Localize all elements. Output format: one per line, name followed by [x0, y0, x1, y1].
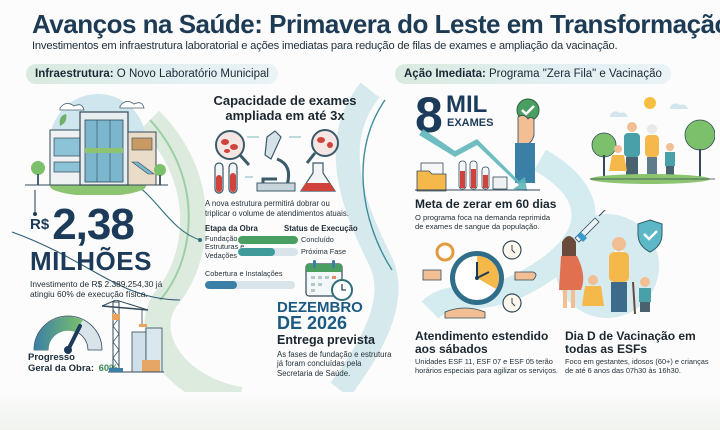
exams-number: 8: [415, 87, 443, 143]
extended-hours-clock-icon: [422, 240, 537, 319]
table-row-stage-2: Cobertura e Instalações: [205, 269, 283, 278]
progress-value: 60%: [98, 363, 118, 374]
section-label-infraestrutura: Infraestrutura: O Novo Laboratório Munic…: [26, 64, 278, 84]
progress-label: Progresso Geral da Obra: 60%: [28, 352, 118, 374]
currency-symbol: R$: [30, 216, 50, 233]
footer-background: [0, 392, 720, 430]
family-park-icon: [590, 97, 715, 184]
vaccination-group-icon: [555, 210, 663, 318]
zera-fila-description: O programa foca na demanda reprimida de …: [415, 213, 551, 232]
laboratory-equipment-icon: [214, 129, 339, 194]
section-label-bold: Ação Imediata:: [404, 68, 486, 80]
amount-unit: MILHÕES: [30, 246, 152, 276]
table-row-stage-1: Fundação, Estruturas e Vedações: [205, 234, 245, 260]
exams-label: EXAMES: [447, 117, 494, 129]
exams-unit: MIL: [446, 91, 488, 118]
section-label-acao-imediata: Ação Imediata: Programa "Zera Fila" e Va…: [395, 64, 671, 84]
progress-gauge-icon: [33, 315, 103, 354]
saturday-service-description: Unidades ESF 11, ESF 07 e ESF 05 terão h…: [415, 357, 558, 376]
progress-bar-cobertura: [205, 281, 295, 289]
progress-bar-fundacao: [238, 236, 298, 244]
vaccination-title: Dia D de Vacinação em todas as ESFs: [565, 329, 696, 356]
declining-queue-chart-icon: [415, 98, 540, 192]
laboratory-building-icon: [25, 94, 168, 195]
investment-description: Investimento de R$ 2.389.254,30 já ating…: [30, 279, 163, 299]
progress-label-text: Progresso Geral da Obra:: [28, 352, 94, 374]
status-proxima-fase: Próxima Fase: [301, 247, 347, 256]
page-title: Avanços na Saúde: Primavera do Leste em …: [32, 9, 720, 39]
capacity-title: Capacidade de exames ampliada em até 3x: [213, 93, 357, 123]
progress-bar-fill: [205, 281, 237, 289]
progress-bar-fill: [238, 248, 276, 256]
delivery-month: DEZEMBRO: [277, 299, 363, 316]
capacity-description: A nova estrutura permitirá dobrar ou tri…: [205, 199, 349, 218]
investment-amount: R$ 2,38: [30, 200, 135, 249]
page-subtitle: Investimentos em infraestrutura laborato…: [32, 40, 618, 52]
saturday-service-title: Atendimento estendido aos sábados: [415, 329, 549, 356]
table-header-stage: Etapa da Obra: [205, 224, 258, 233]
table-header-status: Status de Execução: [284, 224, 358, 233]
amount-value: 2,38: [52, 200, 135, 249]
section-label-bold: Infraestrutura:: [35, 68, 114, 80]
progress-bar-estruturas: [238, 248, 298, 256]
delivery-title: Entrega prevista: [277, 333, 375, 347]
status-concluido: Concluído: [301, 235, 334, 244]
progress-bar-fill: [238, 236, 298, 244]
vaccination-description: Foco em gestantes, idosos (60+) e crianç…: [565, 357, 709, 376]
construction-crane-icon: [101, 300, 164, 373]
zera-fila-title: Meta de zerar em 60 dias: [415, 197, 557, 211]
delivery-year: DE 2026: [277, 313, 348, 333]
delivery-description: As fases de fundação e estrutura já fora…: [277, 350, 392, 378]
section-label-text: Programa "Zera Fila" e Vacinação: [485, 68, 662, 80]
section-label-text: O Novo Laboratório Municipal: [113, 68, 269, 80]
calendar-clock-icon: [305, 260, 353, 301]
